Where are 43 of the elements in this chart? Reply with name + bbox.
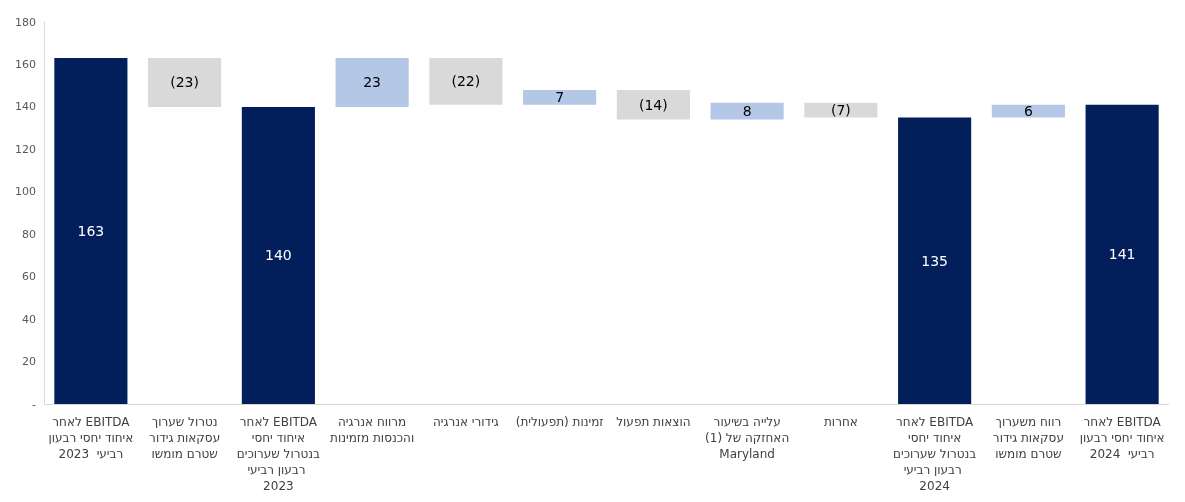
x-tick-label: מרווח אנרגיה והכנסות מזמינות bbox=[330, 415, 415, 445]
x-tick-label: נטרול שערוך עסקאות גידור שטרם מומשו bbox=[149, 415, 221, 461]
y-tick-label: 60 bbox=[22, 270, 36, 284]
data-label: 8 bbox=[742, 103, 752, 120]
y-tick-label: 80 bbox=[22, 227, 36, 241]
bar bbox=[429, 58, 503, 105]
bar bbox=[616, 89, 690, 120]
data-label: (23) bbox=[170, 74, 199, 91]
bar bbox=[710, 102, 784, 120]
x-tick-label: זמינות (תפעולית) bbox=[515, 415, 604, 429]
x-tick-label: רווח משערוך עסקאות גידור שטרם מומשו bbox=[992, 415, 1064, 461]
y-tick-label: 180 bbox=[15, 15, 36, 29]
bar bbox=[991, 104, 1065, 118]
x-tick-label: אחרות bbox=[823, 415, 858, 429]
data-label: (7) bbox=[830, 102, 851, 119]
data-label: 23 bbox=[363, 74, 382, 91]
bar bbox=[1085, 104, 1159, 404]
y-tick-label: - bbox=[32, 397, 37, 411]
bar bbox=[148, 58, 222, 107]
bar bbox=[523, 89, 597, 105]
bar bbox=[241, 106, 315, 404]
bar bbox=[804, 102, 878, 118]
y-tick-label: 140 bbox=[15, 100, 36, 114]
y-tick-label: 160 bbox=[15, 57, 36, 71]
data-label: 141 bbox=[1108, 246, 1136, 263]
bar bbox=[335, 58, 409, 107]
y-tick-label: 100 bbox=[15, 185, 36, 199]
bar bbox=[54, 58, 128, 404]
x-tick-label: גידורי אנרגיה bbox=[432, 415, 499, 429]
data-label: (22) bbox=[451, 73, 481, 90]
data-label: (14) bbox=[639, 96, 668, 113]
data-label: 6 bbox=[1023, 103, 1033, 120]
y-tick-label: 20 bbox=[22, 355, 36, 369]
x-tick-label: EBITDA לאחר איחוד יחסי רבעון רביעי 2023 bbox=[48, 415, 134, 461]
bar bbox=[898, 117, 972, 404]
data-label: 163 bbox=[77, 223, 105, 240]
y-tick-label: 120 bbox=[15, 142, 36, 156]
x-tick-label: EBITDA לאחר איחוד יחסי רבעון רביעי 2024 bbox=[1079, 415, 1165, 461]
data-label: 135 bbox=[921, 252, 948, 269]
x-tick-label: הוצאות תפעול bbox=[616, 415, 691, 429]
data-label: 7 bbox=[555, 89, 565, 106]
data-label: 140 bbox=[265, 247, 292, 264]
y-tick-label: 40 bbox=[22, 312, 36, 326]
